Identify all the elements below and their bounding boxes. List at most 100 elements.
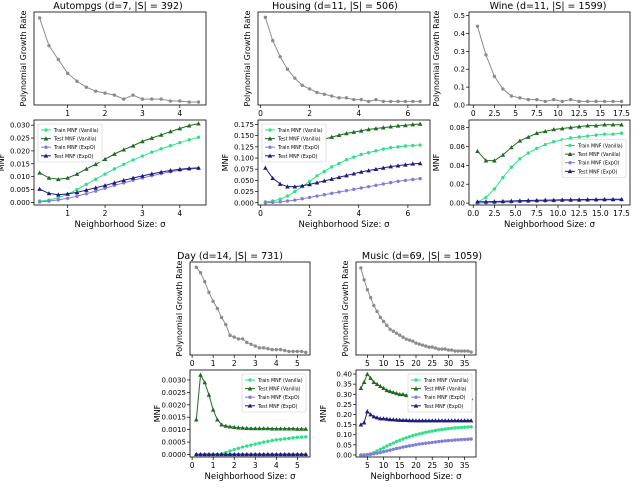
growth-rate-point (417, 342, 421, 346)
test_vanilla-point (299, 426, 304, 431)
test_expo-point (177, 166, 183, 172)
train_expo-point (359, 453, 363, 457)
test_vanilla-point (290, 426, 296, 431)
test_expo-point (215, 451, 220, 457)
x-tick-label: 0.0 (467, 209, 479, 218)
x-tick-label: 10 (379, 461, 389, 470)
test_expo-point (542, 197, 548, 202)
test_expo-point (231, 451, 237, 457)
test_expo-point (121, 177, 127, 183)
train_vanilla-point (543, 142, 547, 147)
train_vanilla-point (266, 439, 270, 444)
train_expo-point (271, 200, 275, 205)
growth-rate-point (219, 315, 224, 320)
x-tick-label: 25 (427, 461, 437, 470)
train_vanilla-point (322, 169, 327, 174)
test_expo-point (407, 418, 412, 423)
train_vanilla-point (178, 140, 182, 145)
growth-rate-point (140, 97, 145, 101)
test_expo-point (417, 161, 423, 166)
test_vanilla-point (534, 130, 540, 136)
test_expo-point (551, 197, 557, 202)
growth-axes-2: 0 2.5 5 7.5 10 12.5 15 17.5 0.0 0.1 0.2 0.3 0.4 0.5 Po… (432, 10, 631, 118)
train_vanilla-point (285, 194, 290, 198)
test_vanilla-point (381, 125, 386, 130)
train_vanilla-point (611, 132, 615, 136)
train_vanilla-point (391, 441, 395, 445)
train_expo-point (337, 190, 341, 194)
test_vanilla-point (384, 387, 390, 393)
test_vanilla-point (371, 379, 377, 384)
test_vanilla-point (231, 424, 237, 430)
train_vanilla-point (299, 435, 304, 439)
legend-marker (248, 395, 252, 399)
test_vanilla-point (395, 123, 401, 128)
train_vanilla-point (366, 150, 371, 155)
growth-rate-point (112, 93, 117, 97)
test_expo-point (236, 451, 241, 457)
train_vanilla-point (594, 133, 598, 137)
test_vanilla-point (593, 123, 599, 128)
test_vanilla-point (358, 128, 364, 133)
test_vanilla-point (219, 422, 224, 427)
mnf-ylabel: MNF (153, 404, 162, 422)
test_vanilla-point (56, 176, 61, 182)
growth-rate-point (424, 344, 428, 348)
train_expo-point (437, 439, 441, 444)
train_vanilla-point (381, 147, 386, 151)
train_expo-point (449, 438, 454, 443)
legend-label: Test MNF (Vanilla) (577, 152, 621, 158)
y-tick-label: 0.1 (454, 84, 465, 92)
test_expo-point (403, 162, 408, 167)
growth-rate-point (543, 99, 547, 104)
y-tick-label: 0.02 (449, 181, 465, 189)
train_expo-point (278, 200, 282, 204)
growth-rate-point (374, 97, 378, 102)
legend-label: Test MNF (Vanilla) (257, 387, 301, 393)
growth-rate-point (228, 333, 232, 338)
test_expo-point (168, 168, 173, 173)
test_expo-point (186, 166, 192, 171)
growth-rate-point (381, 99, 386, 104)
x-tick-label: 15 (395, 359, 405, 368)
test_expo-point (56, 192, 61, 197)
test_expo-point (140, 173, 145, 178)
train_expo-point (388, 448, 392, 452)
test_expo-point (426, 418, 432, 423)
train_vanilla-point (459, 425, 464, 430)
test_expo-point (403, 417, 409, 423)
train_vanilla-point (518, 157, 522, 161)
train_vanilla-point (261, 440, 266, 444)
train_expo-point (385, 449, 389, 453)
test_vanilla-point (403, 392, 409, 398)
growth-rate-point (93, 89, 98, 93)
chart-title-2: Wine (d=11, |S| = 1599) (490, 1, 607, 12)
y-tick-label: 0.010 (10, 173, 30, 181)
x-tick-label: 10 (379, 359, 389, 368)
growth-rate-point (459, 349, 464, 353)
train_vanilla-point (84, 182, 89, 187)
growth-rate-point (84, 85, 89, 89)
growth-rate-point (475, 24, 480, 29)
growth-rate-point (103, 91, 107, 95)
y-tick-label: 0.30 (336, 391, 352, 399)
train_vanilla-point (462, 425, 467, 429)
y-tick-label: 0.050 (234, 177, 254, 185)
test_vanilla-point (74, 171, 80, 176)
train_vanilla-point (577, 135, 581, 139)
train_vanilla-point (394, 439, 399, 444)
test_expo-point (390, 417, 396, 422)
growth-rate-point (518, 96, 522, 100)
growth-rate-point (337, 96, 341, 100)
train_expo-point (359, 186, 363, 190)
test_expo-point (93, 185, 98, 190)
test_expo-point (149, 171, 155, 176)
test_expo-point (219, 451, 224, 457)
train_expo-point (93, 189, 98, 193)
train_vanilla-point (509, 165, 514, 169)
test_vanilla-point (483, 158, 489, 163)
test_expo-point (282, 451, 288, 457)
growth-rate-point (375, 309, 379, 314)
train_vanilla-point (381, 445, 386, 450)
legend-label: Train MNF (Vanilla) (577, 144, 623, 150)
